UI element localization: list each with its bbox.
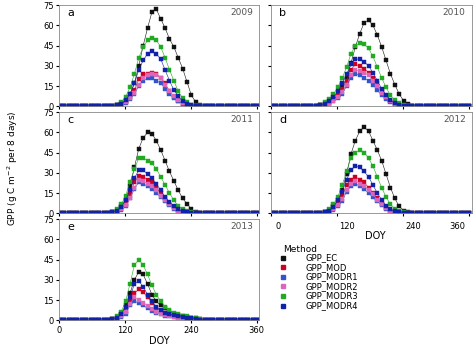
Text: 2009: 2009 <box>230 8 254 17</box>
Text: GPP_MOD: GPP_MOD <box>305 263 347 272</box>
Text: 2012: 2012 <box>443 115 465 124</box>
Text: 2011: 2011 <box>230 115 254 124</box>
Text: Method: Method <box>283 245 318 253</box>
Text: c: c <box>67 115 73 125</box>
Text: 240: 240 <box>406 222 421 231</box>
Text: GPP_MODR1: GPP_MODR1 <box>305 272 358 281</box>
Text: a: a <box>67 8 74 18</box>
Text: e: e <box>67 222 74 232</box>
Text: GPP_MODR3: GPP_MODR3 <box>305 292 358 301</box>
Text: 120: 120 <box>339 222 355 231</box>
Text: 2010: 2010 <box>443 8 465 17</box>
Text: GPP_EC: GPP_EC <box>305 253 337 262</box>
Text: GPP (g C m$^{-2}$ per 8 days): GPP (g C m$^{-2}$ per 8 days) <box>6 110 20 226</box>
Text: b: b <box>280 8 286 18</box>
Text: 0: 0 <box>275 222 281 231</box>
Text: GPP_MODR4: GPP_MODR4 <box>305 301 358 310</box>
Text: GPP_MODR2: GPP_MODR2 <box>305 282 358 291</box>
X-axis label: DOY: DOY <box>149 336 170 346</box>
Text: DOY: DOY <box>365 231 386 242</box>
Text: 360: 360 <box>450 222 465 231</box>
Text: d: d <box>280 115 287 125</box>
Text: 2013: 2013 <box>230 222 254 231</box>
